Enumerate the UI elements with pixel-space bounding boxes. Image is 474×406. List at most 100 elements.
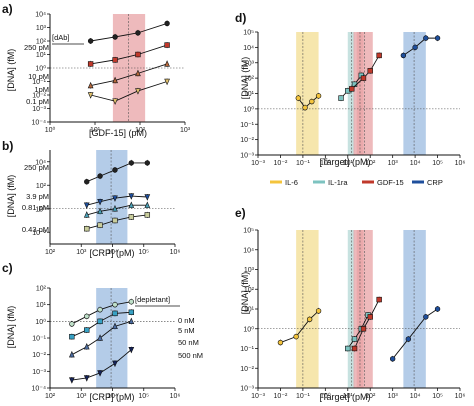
- y-tick-label-a-2: 10⁻²: [32, 93, 46, 100]
- y-tick-label-e-7: 10⁴: [243, 247, 254, 254]
- point-c-0-4: [128, 299, 135, 305]
- x-tick-label-b-4: 10⁶: [170, 249, 181, 256]
- y-tick-label-d-0: 10⁻³: [240, 153, 254, 160]
- point-d-3-0: [400, 52, 407, 59]
- point-a-1-3: [164, 42, 170, 48]
- x-tick-label-e-7: 10⁴: [410, 393, 421, 400]
- y-tick-label-b-1: 10⁰: [35, 205, 46, 213]
- point-c-2-4: [128, 317, 135, 325]
- series-line-e-2: [354, 299, 380, 349]
- point-a-1-2: [135, 51, 141, 58]
- y-tick-label-b-2: 10²: [36, 183, 47, 190]
- band-d-3: [356, 32, 373, 155]
- point-a-1-0: [87, 61, 94, 67]
- xlabel-c: [CRP] (pM): [90, 392, 135, 402]
- y-tick-label-e-2: 10⁻¹: [240, 346, 254, 353]
- point-c-2-3: [112, 322, 118, 330]
- x-tick-label-a-0: 10⁰: [45, 126, 56, 134]
- point-c-3-0: [68, 377, 75, 384]
- point-d-0-0: [295, 95, 302, 101]
- series-line-a-2: [90, 63, 168, 87]
- band-d-1: [347, 32, 355, 155]
- y-tick-label-e-3: 10⁰: [243, 325, 254, 333]
- ylabel-c: [DNA] (fM): [6, 306, 16, 349]
- y-tick-label-c-5: 10¹: [36, 302, 47, 309]
- x-tick-label-e-9: 10⁶: [455, 393, 466, 400]
- series-label-a-3: 0.1 pM: [26, 97, 49, 106]
- y-tick-label-b-3: 10⁴: [35, 159, 46, 166]
- x-tick-label-e-1: 10⁻²: [274, 393, 288, 400]
- point-e-2-2: [367, 314, 373, 320]
- series-label-c-2: 50 nM: [178, 338, 199, 347]
- xlabel-a: [GDF-15] (pM): [89, 128, 147, 138]
- point-d-2-1: [360, 75, 367, 81]
- point-d-3-3: [434, 35, 441, 41]
- point-c-1-3: [112, 310, 118, 317]
- point-e-0-1: [293, 333, 299, 340]
- point-d-3-2: [423, 35, 429, 41]
- point-c-0-0: [69, 321, 75, 327]
- point-e-2-3: [376, 296, 382, 303]
- point-a-2-3: [164, 60, 170, 67]
- xlabel-d: [Target] (pM): [319, 157, 370, 167]
- x-tick-label-b-2: 10⁴: [107, 249, 118, 256]
- x-tick-label-d-8: 10⁵: [432, 160, 443, 167]
- band-e-4: [403, 230, 426, 388]
- xlabel-e: [Target] (pM): [319, 392, 370, 402]
- x-tick-label-d-2: 10⁻¹: [296, 160, 310, 167]
- ylabel-d: [DNA] (fM): [240, 57, 250, 100]
- ylabel-a: [DNA] (fM): [6, 49, 16, 92]
- panel-letter-b: b): [2, 139, 13, 153]
- point-c-2-1: [83, 342, 90, 350]
- point-d-0-3: [315, 93, 322, 99]
- series-line-d-2: [351, 55, 380, 90]
- legend-label-il6: IL-6: [285, 178, 298, 187]
- series-line-e-3: [392, 308, 438, 360]
- x-tick-label-d-4: 10¹: [343, 160, 354, 167]
- y-tick-label-d-8: 10⁵: [243, 30, 254, 37]
- point-d-0-2: [309, 98, 315, 105]
- y-tick-label-c-0: 10⁻⁴: [32, 386, 47, 393]
- legend-title-c: [depletant]: [135, 295, 170, 304]
- x-tick-label-e-0: 10⁻³: [251, 393, 265, 400]
- point-d-2-3: [376, 52, 382, 59]
- y-tick-label-d-6: 10³: [244, 60, 255, 67]
- point-e-0-2: [306, 316, 313, 323]
- y-tick-label-c-6: 10²: [36, 286, 47, 293]
- series-line-e-0: [280, 310, 319, 343]
- x-tick-label-a-3: 10³: [180, 127, 191, 134]
- x-tick-label-d-9: 10⁶: [455, 160, 466, 167]
- point-b-3-0: [84, 226, 90, 232]
- x-tick-label-d-1: 10⁻²: [274, 160, 288, 167]
- point-e-2-1: [360, 326, 367, 332]
- x-tick-label-e-3: 10⁰: [320, 392, 331, 400]
- x-tick-label-d-3: 10⁰: [320, 159, 331, 167]
- point-c-0-1: [84, 313, 90, 320]
- x-tick-label-a-1: 10¹: [90, 127, 101, 134]
- y-tick-label-d-2: 10⁻¹: [240, 122, 254, 129]
- band-e-0: [296, 230, 319, 388]
- y-tick-label-b-0: 10⁻²: [32, 230, 46, 237]
- point-a-0-0: [87, 38, 94, 44]
- series-line-e-1: [347, 314, 369, 349]
- series-label-b-0: 250 pM: [24, 163, 49, 172]
- point-d-2-0: [349, 86, 355, 92]
- y-tick-label-a-6: 10²: [36, 39, 47, 46]
- x-tick-label-e-6: 10³: [388, 393, 399, 400]
- x-tick-label-c-0: 10²: [45, 393, 56, 400]
- point-c-1-0: [69, 333, 75, 340]
- point-a-2-1: [112, 76, 118, 84]
- x-tick-label-e-5: 10²: [365, 393, 376, 400]
- x-tick-label-a-2: 10²: [135, 127, 146, 134]
- series-label-b-1: 3.9 pM: [26, 192, 49, 201]
- panel-letter-c: c): [2, 261, 13, 275]
- point-c-1-1: [84, 327, 90, 333]
- series-label-a-0: 250 pM: [24, 43, 49, 52]
- y-tick-label-c-3: 10⁻¹: [32, 336, 46, 343]
- point-c-1-2: [97, 318, 103, 325]
- band-d-0: [296, 32, 319, 155]
- series-line-a-3: [90, 81, 168, 102]
- y-tick-label-c-4: 10⁰: [35, 318, 46, 326]
- shared-legend: IL-6 IL-1ra GDF-15 CRP: [270, 178, 443, 187]
